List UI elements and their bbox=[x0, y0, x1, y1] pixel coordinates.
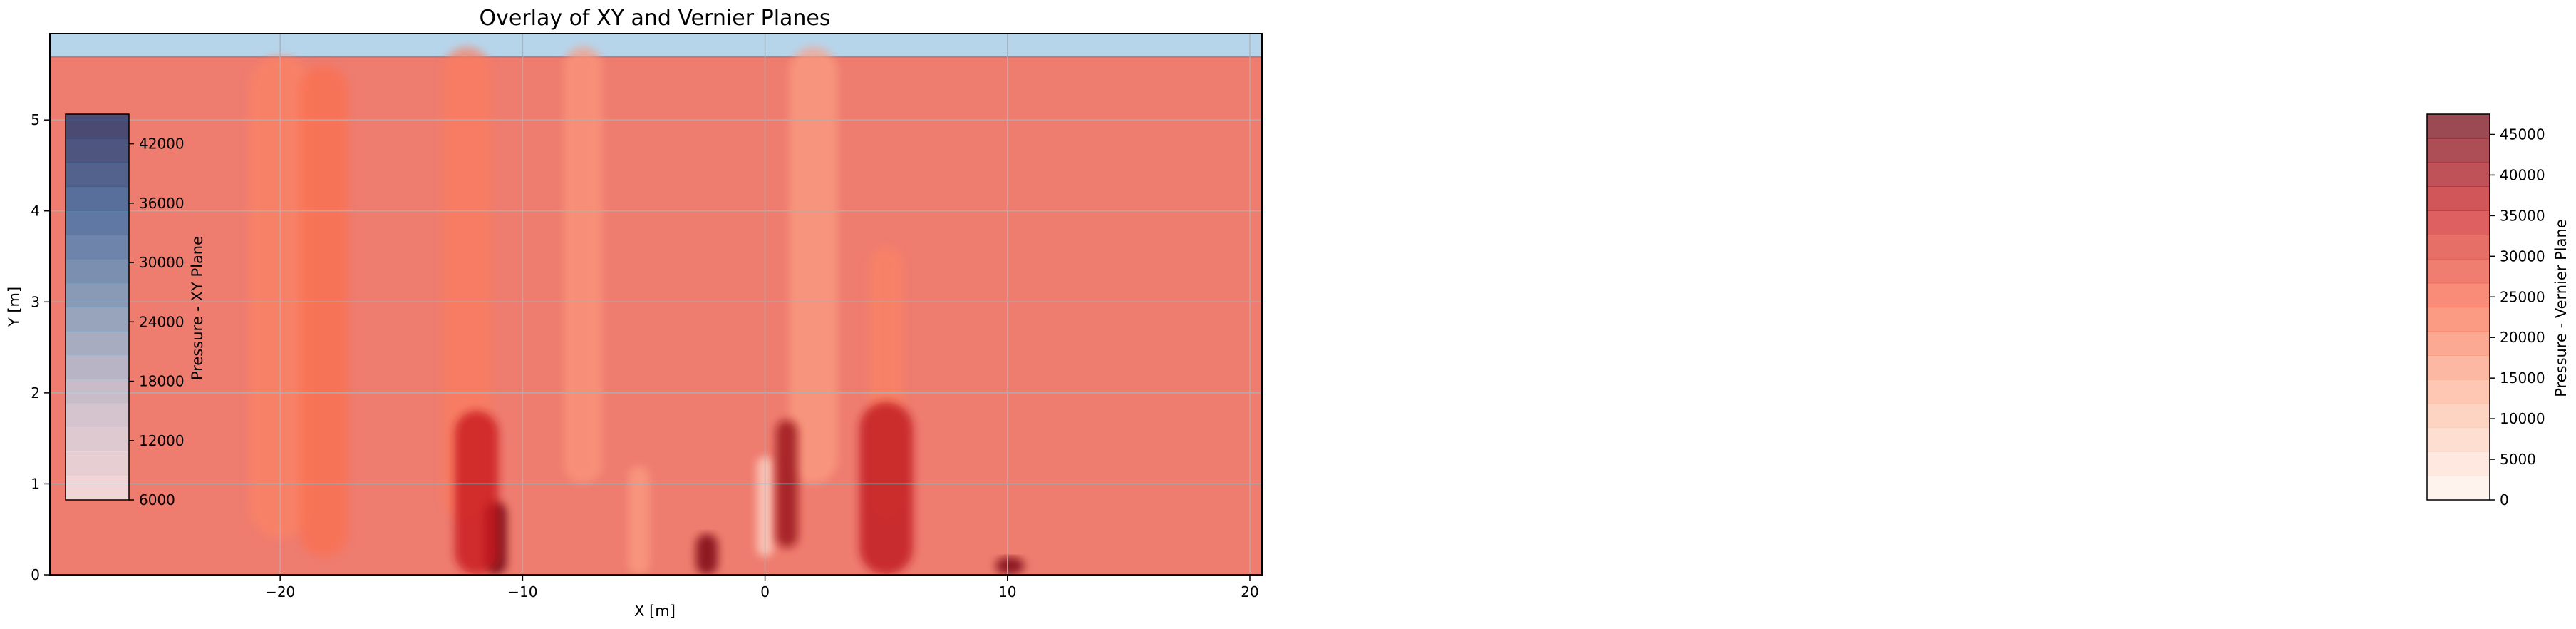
x-tick-label: 10 bbox=[998, 583, 1016, 600]
contour-feature-7 bbox=[628, 465, 650, 575]
y-tick-label: 2 bbox=[31, 384, 40, 402]
colorbar-frame bbox=[65, 113, 130, 501]
colorbar-tick-label: 20000 bbox=[2500, 329, 2545, 346]
colorbar-band bbox=[66, 258, 129, 284]
colorbar-band bbox=[66, 307, 129, 332]
colorbar-tick-label: 45000 bbox=[2500, 126, 2545, 143]
contour-feature-3 bbox=[564, 47, 603, 484]
contour-feature-12 bbox=[859, 402, 914, 575]
grid bbox=[50, 34, 1262, 575]
colorbar-tick-label: 6000 bbox=[139, 491, 175, 508]
colorbar-vernier-label: Pressure - Vernier Plane bbox=[2552, 219, 2570, 397]
colorbar-tick-label: 24000 bbox=[139, 313, 185, 330]
x-tick-label: 0 bbox=[760, 583, 770, 600]
colorbar-band bbox=[66, 186, 129, 211]
colorbar-tick-label: 42000 bbox=[139, 135, 185, 153]
colorbar-band bbox=[2427, 258, 2490, 284]
y-tick-label: 4 bbox=[31, 203, 40, 220]
x-axis-label: X [m] bbox=[634, 603, 676, 620]
colorbar-vernier-plane: 0 5000 10000 15000 20000 25000 30000 35000 40000… bbox=[2426, 113, 2545, 508]
y-tick-label: 1 bbox=[31, 475, 40, 492]
colorbar-tick-label: 5000 bbox=[2500, 451, 2536, 468]
colorbar-tick-label: 36000 bbox=[139, 195, 185, 212]
colorbar-tick-label: 12000 bbox=[139, 432, 185, 449]
colorbar-band bbox=[2427, 186, 2490, 211]
colorbar-band bbox=[2427, 282, 2490, 308]
y-tick-label: 3 bbox=[31, 293, 40, 310]
xy-plane-band bbox=[50, 34, 1262, 58]
colorbar-band bbox=[2427, 235, 2490, 260]
plot-frame bbox=[49, 33, 1263, 576]
colorbar-tick-label: 30000 bbox=[2500, 247, 2545, 265]
y-tick-label: 5 bbox=[31, 111, 40, 128]
colorbar-band bbox=[2427, 476, 2490, 501]
colorbar-band bbox=[66, 162, 129, 188]
colorbar-frame bbox=[2426, 113, 2490, 501]
y-axis-label: Y [m] bbox=[6, 287, 23, 327]
colorbar-xy-label: Pressure - XY Plane bbox=[189, 236, 206, 380]
colorbar-band bbox=[66, 235, 129, 260]
colorbar-band bbox=[66, 451, 129, 476]
contour-features bbox=[248, 47, 1025, 575]
y-tick-label: 0 bbox=[31, 566, 40, 583]
x-axis: −20 −10 0 10 20 bbox=[265, 575, 1259, 600]
colorbar-band bbox=[2427, 427, 2490, 452]
colorbar-band bbox=[66, 379, 129, 404]
colorbar-band bbox=[2427, 114, 2490, 139]
colorbar-tick-label: 30000 bbox=[139, 254, 185, 271]
x-tick-label: −20 bbox=[265, 583, 295, 600]
x-tick-label: −10 bbox=[507, 583, 537, 600]
colorbar-tick-label: 10000 bbox=[2500, 410, 2545, 427]
colorbar-tick-label: 35000 bbox=[2500, 207, 2545, 224]
contour-feature-1 bbox=[299, 65, 348, 557]
colorbar-tick-label: 25000 bbox=[2500, 288, 2545, 305]
colorbar-band bbox=[66, 476, 129, 501]
colorbar-tick-label: 15000 bbox=[2500, 369, 2545, 387]
colorbar-band bbox=[2427, 331, 2490, 356]
colorbar-tick-label: 0 bbox=[2500, 491, 2509, 508]
contour-feature-9 bbox=[455, 411, 499, 575]
colorbar-band bbox=[2427, 379, 2490, 404]
colorbar-band bbox=[66, 210, 129, 235]
contour-feature-10 bbox=[695, 533, 718, 575]
colorbar-band bbox=[2427, 403, 2490, 429]
colorbar-band bbox=[2427, 162, 2490, 188]
colorbar-xy-plane: 6000 12000 18000 24000 30000 36000 42000 bbox=[65, 113, 185, 508]
colorbar-band bbox=[66, 403, 129, 429]
colorbar-band bbox=[2427, 138, 2490, 163]
colorbar-band bbox=[66, 331, 129, 356]
plot-area bbox=[49, 33, 1263, 576]
colorbar-band bbox=[66, 355, 129, 380]
colorbar-band bbox=[66, 114, 129, 139]
chart-title: Overlay of XY and Vernier Planes bbox=[479, 6, 830, 31]
x-tick-label: 20 bbox=[1241, 583, 1258, 600]
colorbar-band bbox=[66, 282, 129, 308]
colorbar-band bbox=[2427, 307, 2490, 332]
colorbar-band bbox=[2427, 451, 2490, 476]
colorbar-tick-label: 18000 bbox=[139, 373, 185, 390]
contour-feature-13 bbox=[995, 556, 1025, 575]
y-axis: 0 1 2 3 4 5 bbox=[31, 111, 50, 583]
contour-feature-4 bbox=[789, 47, 838, 484]
colorbar-band bbox=[2427, 355, 2490, 380]
colorbar-band bbox=[66, 138, 129, 163]
vernier-plane-fill bbox=[50, 56, 1262, 575]
colorbar-tick-label: 40000 bbox=[2500, 166, 2545, 183]
contour-feature-2 bbox=[443, 47, 492, 521]
colorbar-band bbox=[2427, 210, 2490, 235]
colorbar-band bbox=[66, 427, 129, 452]
